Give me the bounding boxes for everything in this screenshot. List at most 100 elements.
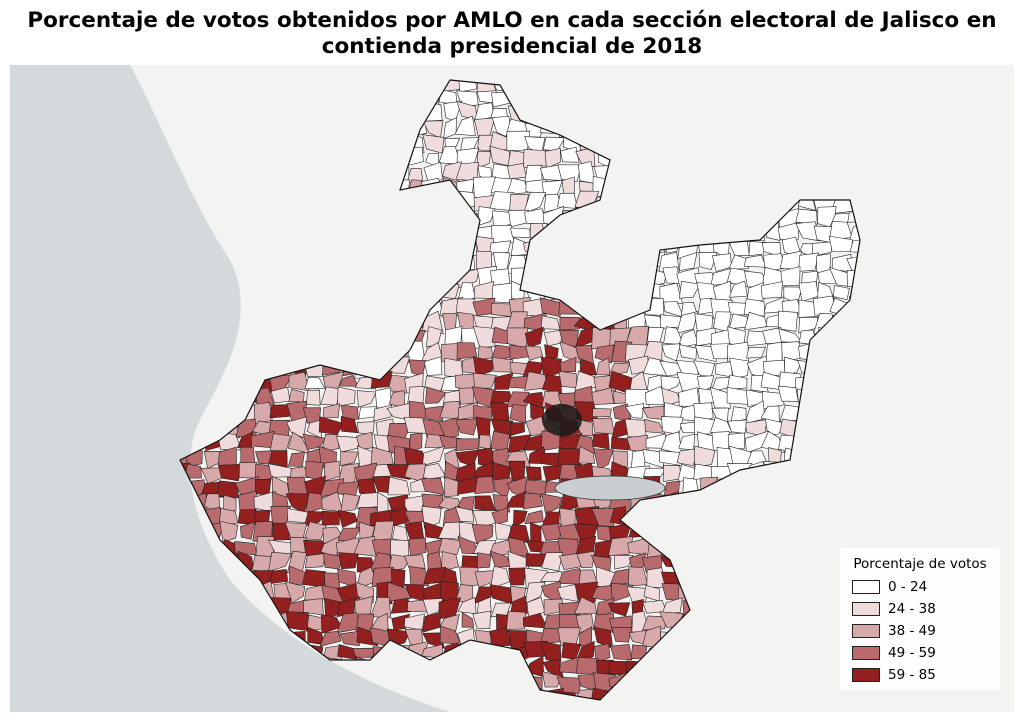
section	[286, 416, 308, 439]
section	[374, 387, 392, 409]
section	[304, 521, 327, 541]
legend-swatch	[852, 602, 880, 616]
section	[660, 375, 683, 393]
section	[574, 326, 595, 349]
section	[471, 524, 494, 545]
section	[473, 586, 493, 605]
section	[608, 602, 631, 617]
section	[234, 541, 258, 556]
section	[661, 597, 683, 615]
section	[454, 506, 475, 523]
section	[798, 252, 819, 272]
section	[304, 376, 326, 390]
section	[541, 552, 563, 572]
section	[284, 581, 306, 604]
section	[510, 422, 525, 436]
section	[748, 241, 767, 257]
section	[255, 536, 275, 558]
section	[560, 146, 580, 163]
section	[473, 372, 497, 389]
legend-label: 59 - 85	[888, 667, 936, 683]
section	[579, 359, 597, 376]
section	[710, 267, 733, 286]
section	[592, 417, 615, 435]
section	[760, 281, 783, 299]
section	[506, 177, 529, 196]
section	[474, 476, 495, 494]
section	[387, 374, 409, 394]
section	[409, 432, 423, 453]
section	[746, 282, 765, 303]
section	[694, 345, 717, 362]
section	[679, 280, 701, 299]
section	[833, 285, 850, 300]
section	[456, 438, 480, 452]
section	[438, 537, 463, 555]
section	[626, 586, 648, 603]
section	[659, 282, 683, 304]
legend-swatch	[852, 624, 880, 638]
section	[712, 280, 732, 304]
section	[240, 521, 256, 540]
section	[798, 299, 819, 318]
section	[525, 345, 544, 361]
legend-item: 0 - 24	[852, 576, 1000, 598]
section	[768, 447, 782, 465]
section	[390, 597, 412, 614]
lake-chapala	[554, 475, 666, 501]
section	[473, 356, 496, 377]
section	[765, 418, 787, 436]
legend: Porcentaje de votos 0 - 24 24 - 38 38 - 49…	[840, 548, 1000, 690]
section	[512, 509, 528, 529]
section	[472, 326, 496, 349]
section	[611, 437, 630, 451]
section	[269, 404, 293, 419]
legend-label: 49 - 59	[888, 645, 936, 661]
legend-label: 24 - 38	[888, 601, 936, 617]
section	[440, 343, 461, 362]
section	[423, 356, 443, 376]
section	[709, 386, 731, 409]
section	[320, 433, 340, 453]
section	[408, 537, 427, 557]
section	[505, 391, 530, 408]
section	[784, 356, 802, 377]
section	[454, 115, 476, 137]
legend-title: Porcentaje de votos	[853, 556, 987, 572]
section	[727, 432, 745, 450]
section	[765, 341, 783, 362]
section	[458, 387, 475, 405]
section	[522, 391, 546, 409]
section	[594, 643, 611, 664]
section	[559, 316, 581, 331]
section	[594, 344, 615, 364]
section	[457, 80, 477, 93]
section	[323, 572, 340, 589]
legend-swatch	[852, 580, 880, 594]
section	[524, 510, 544, 524]
section	[523, 312, 546, 332]
section	[777, 385, 799, 402]
section	[795, 208, 818, 225]
section	[494, 372, 514, 390]
legend-label: 38 - 49	[888, 623, 936, 639]
section	[592, 408, 612, 418]
section	[676, 311, 698, 334]
section	[630, 449, 646, 469]
section	[391, 524, 409, 542]
section	[337, 386, 356, 407]
section	[624, 418, 647, 438]
section	[254, 402, 273, 424]
section	[544, 344, 559, 360]
section	[709, 417, 733, 433]
section	[576, 550, 596, 569]
section	[370, 597, 392, 619]
section	[523, 191, 547, 214]
section	[472, 610, 491, 629]
section	[335, 435, 361, 453]
section	[507, 434, 532, 454]
section	[441, 551, 460, 572]
legend-swatch	[852, 668, 880, 682]
